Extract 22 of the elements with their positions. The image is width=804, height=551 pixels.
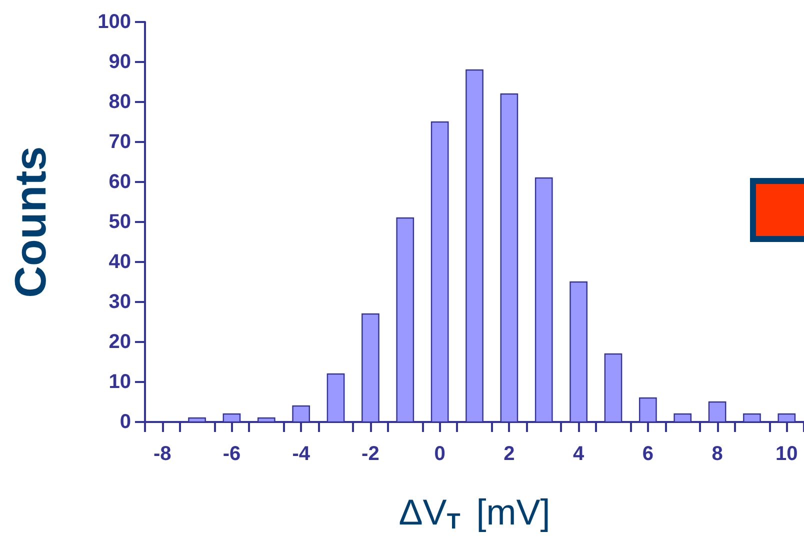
y-tick-label: 60: [108, 171, 131, 193]
x-tick-label: 6: [642, 443, 654, 465]
x-tick-label: 10: [776, 443, 798, 465]
x-tick-label: -8: [153, 443, 172, 465]
y-tick-label: 100: [98, 11, 131, 33]
y-tick-label: 40: [108, 251, 131, 273]
y-tick-label: 50: [108, 211, 131, 233]
x-tick-label: -6: [222, 443, 241, 465]
y-tick-label: 70: [108, 131, 131, 153]
x-tick-label: 8: [712, 443, 723, 465]
x-tick-label: -2: [362, 443, 380, 465]
x-tick-label: 4: [572, 443, 585, 465]
x-tick-label: 0: [434, 443, 446, 465]
y-tick-label: 90: [108, 51, 131, 73]
y-axis-title: Counts: [6, 146, 56, 298]
y-tick-label: 30: [108, 291, 131, 313]
x-tick-label: 2: [504, 443, 515, 465]
y-tick-label: 10: [108, 371, 131, 393]
y-tick-label: 0: [120, 411, 131, 433]
y-tick-label: 20: [108, 331, 131, 353]
x-tick-label: -4: [292, 443, 311, 465]
y-tick-label: 80: [108, 91, 131, 113]
